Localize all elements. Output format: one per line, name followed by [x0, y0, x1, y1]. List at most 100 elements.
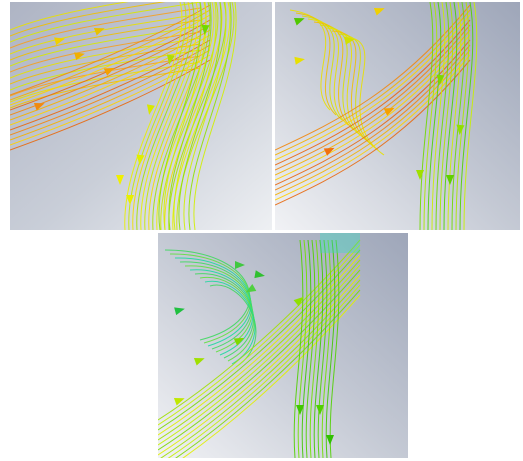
streamline: [158, 239, 361, 421]
flow-arrow: [296, 405, 304, 415]
streamline: [317, 239, 328, 458]
streamline: [423, 2, 438, 230]
flow-arrow: [293, 17, 305, 26]
flow-arrow: [436, 74, 445, 85]
flow-arrow: [116, 175, 124, 185]
streamline: [309, 239, 320, 458]
streamline: [193, 2, 237, 230]
flow-arrow: [33, 102, 45, 111]
streamline: [325, 239, 336, 458]
streamline: [10, 25, 201, 67]
streamline: [10, 2, 166, 37]
flow-arrow: [235, 261, 245, 269]
streamline: [10, 49, 211, 141]
streamline: [10, 39, 211, 131]
streamline: [136, 2, 195, 230]
streamline: [158, 259, 361, 441]
streamline: [431, 2, 446, 230]
streamline: [10, 49, 201, 91]
streamline: [164, 249, 251, 341]
streamline: [275, 54, 471, 201]
streamline: [10, 61, 201, 103]
streamline: [168, 2, 212, 230]
flow-arrow: [193, 357, 205, 366]
streamline: [158, 254, 361, 436]
flow-arrow: [383, 107, 395, 116]
panel-streamlines: [275, 2, 478, 230]
streamline: [158, 2, 202, 230]
streamline: [439, 2, 454, 230]
streamline: [10, 2, 129, 31]
streamline: [10, 2, 201, 43]
flow-arrow: [166, 54, 175, 65]
streamline: [297, 239, 308, 458]
streamline: [459, 2, 474, 230]
flow-arrow: [373, 7, 385, 16]
streamline: [419, 2, 434, 230]
streamline: [427, 2, 442, 230]
streamline: [305, 239, 316, 458]
flow-arrow: [245, 284, 257, 293]
streamline: [167, 284, 361, 458]
flow-arrow: [294, 56, 305, 65]
streamline: [209, 284, 257, 368]
streamline: [313, 239, 324, 458]
flow-arrow: [103, 67, 115, 76]
flow-arrow: [174, 307, 185, 316]
flow-arrow: [344, 36, 355, 45]
streamline: [158, 264, 361, 446]
flow-arrow: [456, 124, 465, 135]
highlight: [320, 233, 360, 253]
streamline: [10, 31, 201, 73]
streamline: [158, 249, 361, 431]
flow-arrow: [316, 405, 324, 415]
flow-arrow: [146, 104, 155, 115]
streamline: [463, 2, 478, 230]
streamline: [175, 289, 361, 458]
streamline: [10, 19, 201, 61]
streamline: [443, 2, 458, 230]
streamline: [188, 2, 232, 230]
streamline: [275, 4, 471, 151]
panel-streamlines: [10, 2, 237, 230]
streamline: [275, 44, 471, 191]
streamline: [275, 59, 471, 206]
streamline: [10, 4, 211, 96]
streamline: [160, 2, 219, 230]
streamline: [152, 2, 211, 230]
streamline: [160, 279, 361, 458]
streamline: [140, 2, 199, 230]
streamline: [10, 55, 201, 97]
streamline: [174, 257, 252, 347]
streamline: [164, 2, 223, 230]
streamline: [343, 36, 385, 156]
streamline: [182, 294, 361, 458]
flow-arrow: [54, 37, 65, 46]
streamline: [293, 239, 304, 458]
streamline: [158, 244, 361, 426]
streamline: [178, 2, 222, 230]
streamline: [124, 2, 183, 230]
flow-arrow: [173, 397, 185, 406]
streamline: [275, 39, 471, 186]
streamline: [194, 273, 254, 359]
streamline: [158, 274, 361, 456]
streamline: [451, 2, 466, 230]
streamline: [10, 9, 211, 101]
flow-arrow: [254, 270, 265, 279]
streamline: [10, 59, 211, 151]
streamline: [275, 9, 471, 156]
flow-arrow: [201, 24, 210, 35]
streamline: [10, 37, 201, 79]
streamline: [158, 269, 361, 451]
streamline: [275, 49, 471, 196]
streamline: [10, 34, 211, 126]
flow-arrow: [446, 175, 454, 185]
flow-arrow: [93, 27, 105, 36]
flow-arrow: [126, 195, 134, 205]
panel-background: [275, 2, 520, 230]
streamline: [173, 2, 217, 230]
streamline: [301, 239, 312, 458]
